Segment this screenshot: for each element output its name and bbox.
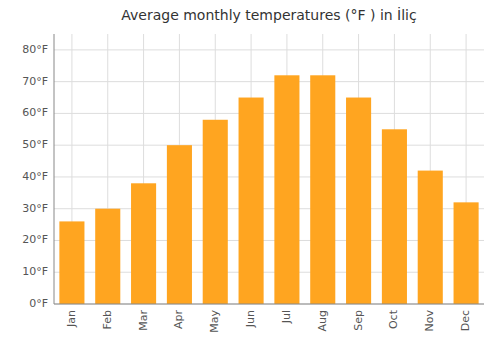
bar	[239, 98, 264, 304]
x-tick-label: Aug	[316, 310, 329, 331]
x-tick-label: Mar	[137, 310, 150, 331]
bar	[454, 202, 479, 304]
y-grid-line	[54, 81, 484, 82]
x-tick-label: May	[208, 310, 221, 333]
title: Average monthly temperatures (°F ) in İl…	[121, 6, 416, 23]
y-tick-label: 50°F	[22, 138, 48, 151]
y-tick-label: 40°F	[22, 170, 48, 183]
bar	[310, 75, 335, 304]
bar	[95, 209, 120, 304]
bar	[418, 171, 443, 304]
bar	[274, 75, 299, 304]
x-tick-label: Oct	[387, 309, 400, 329]
x-tick-label: Apr	[172, 310, 185, 330]
bar	[203, 120, 228, 304]
y-tick-label: 30°F	[22, 202, 48, 215]
y-grid-line	[54, 145, 484, 146]
bar	[167, 145, 192, 304]
chart-container: Average monthly temperatures (°F ) in İl…	[0, 0, 500, 350]
bar	[346, 98, 371, 304]
y-grid-line	[54, 113, 484, 114]
x-tick-label: Jul	[280, 310, 293, 324]
x-tick-label: Nov	[423, 310, 436, 332]
y-grid-line	[54, 304, 484, 305]
y-tick-label: 20°F	[22, 233, 48, 246]
bar	[382, 129, 407, 304]
chart: Average monthly temperatures (°F ) in İl…	[0, 0, 500, 350]
bars	[59, 75, 478, 304]
x-tick-label: Jun	[244, 310, 257, 328]
x-tick-label: Dec	[459, 310, 472, 331]
x-tick-label: Feb	[101, 310, 114, 329]
y-tick-label: 10°F	[22, 265, 48, 278]
y-axis-line	[54, 34, 55, 304]
y-tick-label: 60°F	[22, 106, 48, 119]
y-grid-line	[54, 49, 484, 50]
y-tick-label: 80°F	[22, 43, 48, 56]
grid	[54, 34, 484, 304]
x-axis-line	[54, 304, 484, 305]
bar	[131, 183, 156, 304]
x-tick-label: Jan	[65, 310, 78, 328]
bar	[59, 221, 84, 304]
x-tick-label: Sep	[352, 310, 365, 331]
y-tick-label: 70°F	[22, 75, 48, 88]
y-tick-label: 0°F	[29, 297, 48, 310]
